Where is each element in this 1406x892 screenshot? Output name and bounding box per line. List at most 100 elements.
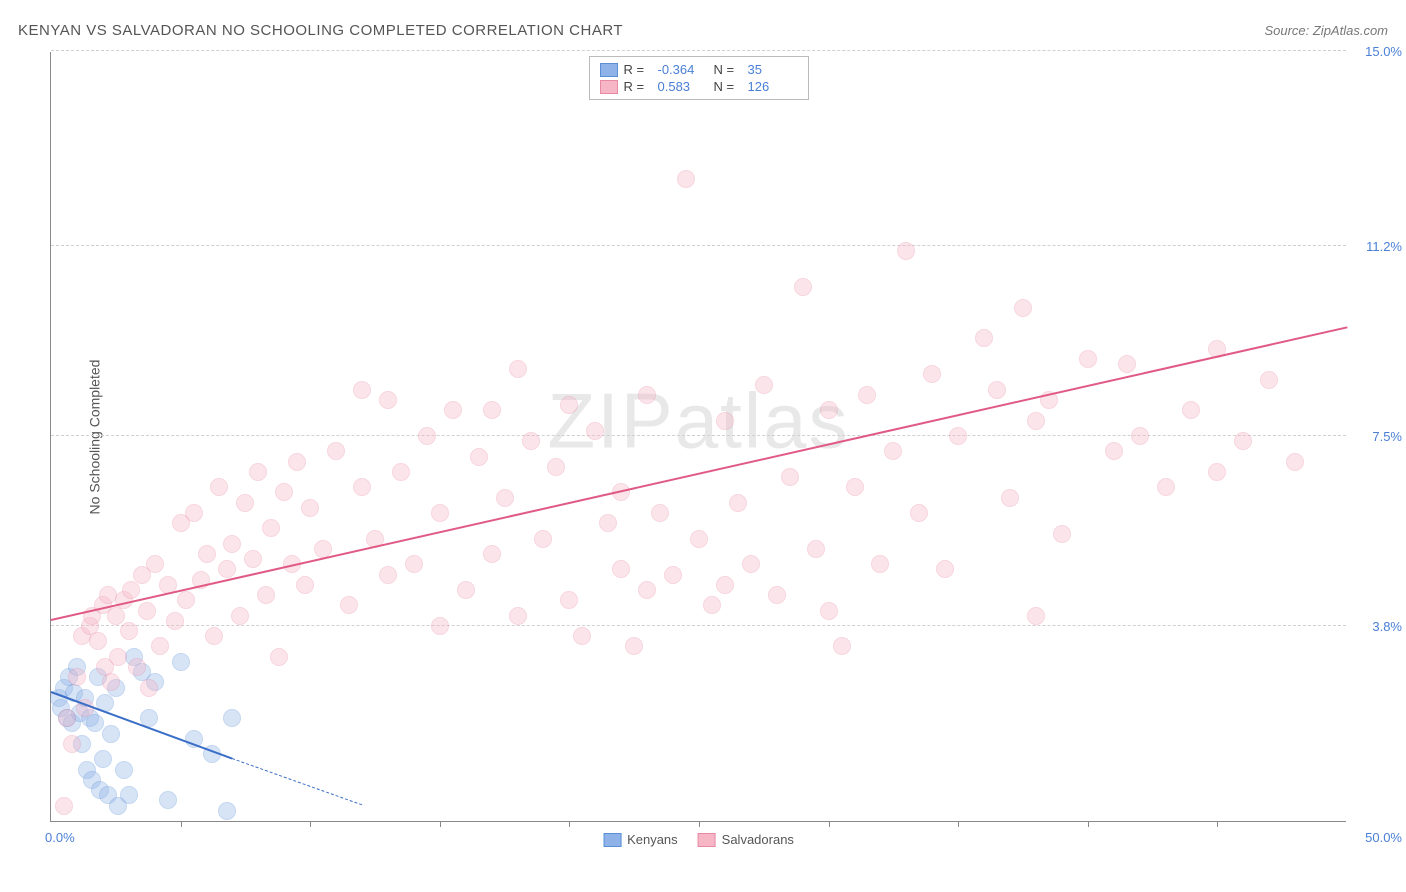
data-point	[1079, 350, 1097, 368]
data-point	[897, 242, 915, 260]
legend-r-label: R =	[624, 79, 652, 94]
data-point	[151, 637, 169, 655]
data-point	[716, 576, 734, 594]
correlation-legend: R = -0.364 N = 35 R = 0.583 N = 126	[589, 56, 809, 100]
y-tick-label: 15.0%	[1352, 44, 1402, 59]
data-point	[379, 566, 397, 584]
data-point	[975, 329, 993, 347]
data-point	[858, 386, 876, 404]
data-point	[509, 607, 527, 625]
trend-line	[51, 326, 1347, 621]
data-point	[257, 586, 275, 604]
data-point	[120, 786, 138, 804]
data-point	[534, 530, 552, 548]
data-point	[1182, 401, 1200, 419]
data-point	[270, 648, 288, 666]
data-point	[807, 540, 825, 558]
gridline	[51, 625, 1346, 626]
data-point	[115, 761, 133, 779]
data-point	[218, 560, 236, 578]
gridline	[51, 435, 1346, 436]
data-point	[120, 622, 138, 640]
data-point	[820, 602, 838, 620]
data-point	[716, 412, 734, 430]
data-point	[177, 591, 195, 609]
data-point	[1001, 489, 1019, 507]
data-point	[1105, 442, 1123, 460]
data-point	[379, 391, 397, 409]
legend-item: Salvadorans	[698, 832, 794, 847]
data-point	[444, 401, 462, 419]
data-point	[1208, 463, 1226, 481]
x-tick-label: 50.0%	[1365, 830, 1402, 845]
data-point	[599, 514, 617, 532]
legend-r-label: R =	[624, 62, 652, 77]
data-point	[483, 545, 501, 563]
scatter-plot-area: ZIPatlas No Schooling Completed R = -0.3…	[50, 52, 1346, 822]
x-tick	[569, 821, 570, 827]
swatch-icon	[600, 80, 618, 94]
data-point	[109, 648, 127, 666]
data-point	[833, 637, 851, 655]
data-point	[483, 401, 501, 419]
data-point	[638, 581, 656, 599]
data-point	[249, 463, 267, 481]
data-point	[1027, 607, 1045, 625]
gridline	[51, 245, 1346, 246]
data-point	[418, 427, 436, 445]
data-point	[729, 494, 747, 512]
data-point	[1234, 432, 1252, 450]
data-point	[218, 802, 236, 820]
data-point	[794, 278, 812, 296]
data-point	[405, 555, 423, 573]
data-point	[122, 581, 140, 599]
data-point	[949, 427, 967, 445]
data-point	[496, 489, 514, 507]
data-point	[638, 386, 656, 404]
data-point	[166, 612, 184, 630]
data-point	[846, 478, 864, 496]
data-point	[205, 627, 223, 645]
data-point	[102, 673, 120, 691]
data-point	[392, 463, 410, 481]
data-point	[820, 401, 838, 419]
chart-title: KENYAN VS SALVADORAN NO SCHOOLING COMPLE…	[18, 22, 623, 39]
x-tick	[440, 821, 441, 827]
data-point	[68, 668, 86, 686]
data-point	[340, 596, 358, 614]
data-point	[301, 499, 319, 517]
data-point	[625, 637, 643, 655]
data-point	[159, 791, 177, 809]
data-point	[231, 607, 249, 625]
legend-n-value: 35	[748, 62, 798, 77]
data-point	[327, 442, 345, 460]
data-point	[140, 679, 158, 697]
data-point	[651, 504, 669, 522]
data-point	[884, 442, 902, 460]
data-point	[138, 602, 156, 620]
data-point	[988, 381, 1006, 399]
data-point	[457, 581, 475, 599]
data-point	[102, 725, 120, 743]
data-point	[223, 709, 241, 727]
data-point	[923, 365, 941, 383]
data-point	[470, 448, 488, 466]
data-point	[1260, 371, 1278, 389]
swatch-icon	[698, 833, 716, 847]
data-point	[781, 468, 799, 486]
y-axis-label: No Schooling Completed	[86, 359, 102, 514]
data-point	[63, 735, 81, 753]
data-point	[560, 591, 578, 609]
x-tick	[829, 821, 830, 827]
series-legend: Kenyans Salvadorans	[603, 832, 794, 847]
data-point	[547, 458, 565, 476]
data-point	[107, 607, 125, 625]
y-tick-label: 11.2%	[1352, 239, 1402, 254]
data-point	[288, 453, 306, 471]
data-point	[89, 632, 107, 650]
x-tick	[1088, 821, 1089, 827]
data-point	[1118, 355, 1136, 373]
legend-n-label: N =	[714, 62, 742, 77]
data-point	[431, 617, 449, 635]
data-point	[94, 750, 112, 768]
